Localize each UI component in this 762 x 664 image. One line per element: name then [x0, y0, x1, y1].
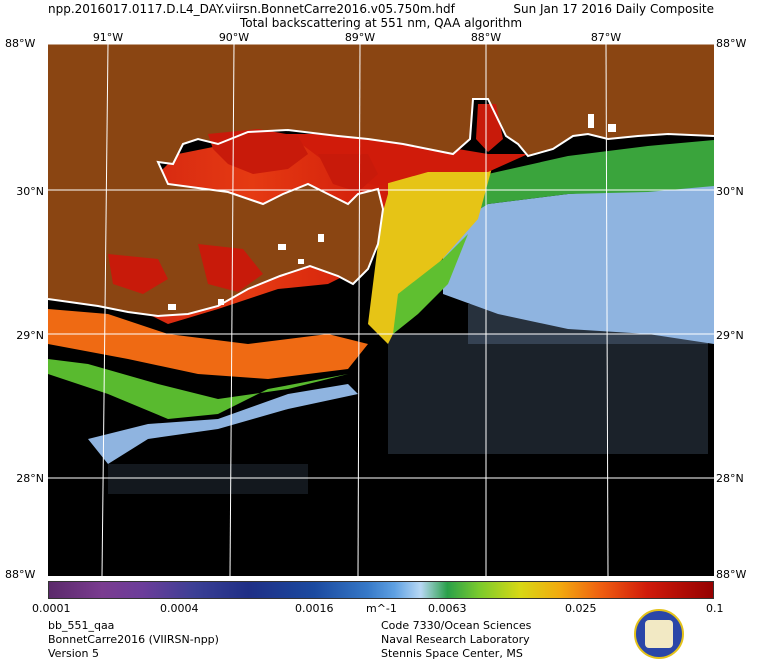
lat-label-left-28n: 28°N	[16, 472, 44, 485]
map-svg	[48, 44, 714, 576]
footer-location: Stennis Space Center, MS	[381, 647, 523, 660]
footer-lab: Naval Research Laboratory	[381, 633, 530, 646]
colorbar-tick-3: 0.0063	[428, 602, 467, 615]
southwest-green	[48, 359, 348, 419]
lat-label-left-30n: 30°N	[16, 185, 44, 198]
colorbar-tick-1: 0.0004	[160, 602, 199, 615]
footer-dataset: BonnetCarre2016 (VIIRSN-npp)	[48, 633, 219, 646]
lat-label-left-29n: 29°N	[16, 329, 44, 342]
lon-label-90w: 90°W	[218, 31, 250, 44]
colorbar-tick-4: 0.025	[565, 602, 597, 615]
lon-label-88w: 88°W	[470, 31, 502, 44]
nrl-seal-icon	[634, 609, 684, 659]
offshore-low-region	[443, 184, 714, 344]
plume-green-fringe	[393, 234, 468, 334]
colorbar-tick-0: 0.0001	[32, 602, 71, 615]
lon-label-91w: 91°W	[92, 31, 124, 44]
colorbar-tick-5: 0.1	[706, 602, 724, 615]
lat-label-right-30n: 30°N	[716, 185, 744, 198]
coastline	[48, 98, 714, 318]
file-title: npp.2016017.0117.D.L4_DAY.viirsn.BonnetC…	[48, 2, 455, 16]
lake-borgne	[318, 154, 378, 192]
lat-label-right-29n: 29°N	[716, 329, 744, 342]
graticule-lines	[48, 44, 714, 576]
corner-label-top-right: 88°W	[716, 37, 747, 50]
footer-variable: bb_551_qaa	[48, 619, 115, 632]
colorbar-tick-2: 0.0016	[295, 602, 334, 615]
composite-date: Sun Jan 17 2016 Daily Composite	[513, 2, 714, 16]
southwest-lowband	[88, 384, 358, 464]
colorbar-unit: m^-1	[366, 602, 397, 615]
backscatter-map	[48, 44, 714, 576]
footer-code: Code 7330/Ocean Sciences	[381, 619, 532, 632]
corner-label-top-left: 88°W	[5, 37, 36, 50]
product-title: Total backscattering at 551 nm, QAA algo…	[239, 16, 523, 30]
lat-label-right-28n: 28°N	[716, 472, 744, 485]
corner-label-bottom-right: 88°W	[716, 568, 747, 581]
coastal-green-band	[448, 140, 714, 229]
footer-version: Version 5	[48, 647, 99, 660]
corner-label-bottom-left: 88°W	[5, 568, 36, 581]
barataria-bay	[198, 244, 263, 292]
southwest-tongue	[48, 309, 368, 379]
seal-shield	[645, 620, 673, 648]
terrebonne-bay	[108, 254, 168, 294]
lon-label-89w: 89°W	[344, 31, 376, 44]
colorbar	[48, 581, 714, 599]
speckle-field	[108, 304, 708, 494]
coast-specks	[168, 114, 616, 310]
lon-label-87w: 87°W	[590, 31, 622, 44]
